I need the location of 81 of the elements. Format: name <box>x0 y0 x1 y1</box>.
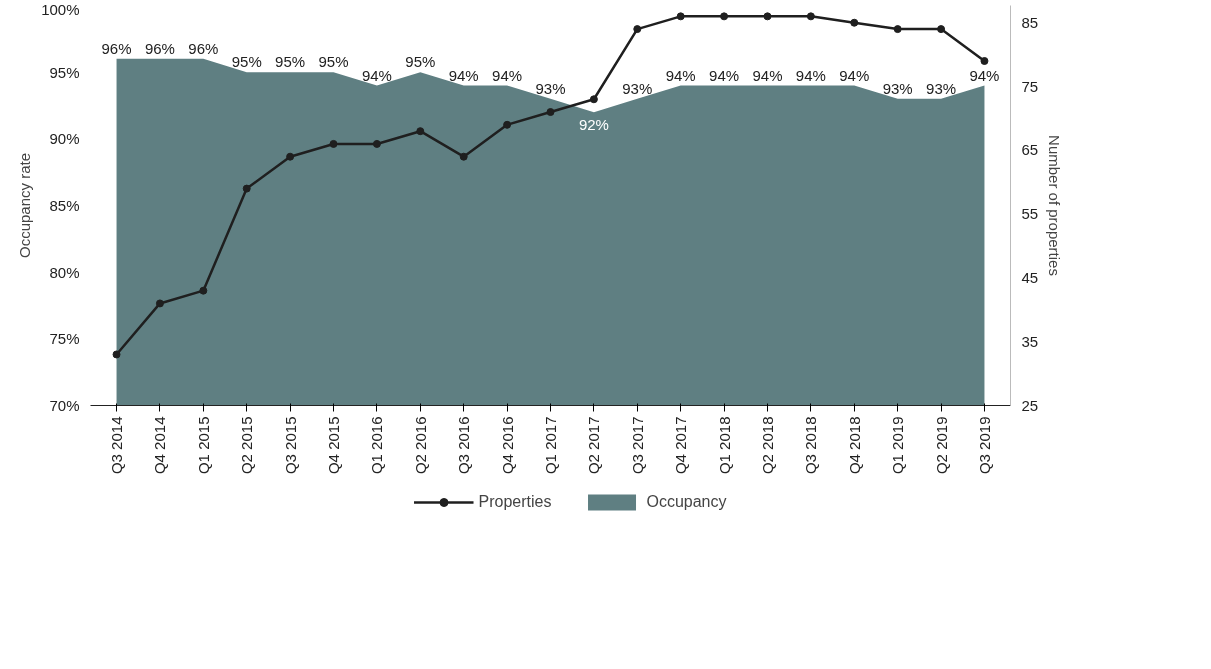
x-tick-label: Q1 2017 <box>542 416 559 475</box>
point <box>676 12 685 21</box>
data-label: 94% <box>665 66 696 84</box>
data-label: 94% <box>448 66 479 84</box>
y2-tick-label: 35 <box>1021 332 1039 350</box>
x-tick-label: Q4 2014 <box>151 416 169 475</box>
y-tick-label: 90% <box>49 130 80 148</box>
point <box>763 12 772 21</box>
x-tick-label: Q4 2018 <box>845 416 863 475</box>
data-label: 95% <box>405 53 436 71</box>
y2-tick-label: 25 <box>1021 396 1039 414</box>
y2-tick-label: 75 <box>1021 77 1039 95</box>
point <box>806 12 815 21</box>
x-tick-label: Q4 2015 <box>325 416 343 475</box>
y-tick-label: 80% <box>49 263 80 281</box>
y-tick-label: 95% <box>49 63 80 81</box>
point <box>416 127 425 136</box>
data-label: 96% <box>101 39 132 57</box>
point <box>633 25 642 34</box>
data-label: 95% <box>231 53 262 71</box>
x-tick-label: Q1 2015 <box>194 416 212 475</box>
x-tick-label: Q1 2016 <box>368 416 386 475</box>
point <box>199 286 208 295</box>
point <box>589 95 598 104</box>
y-axis-title: Occupancy rate <box>16 152 34 259</box>
legend-label: Occupancy <box>646 493 727 511</box>
point <box>329 139 338 148</box>
point <box>112 350 121 359</box>
x-tick-label: Q2 2019 <box>932 416 950 475</box>
y2-tick-label: 65 <box>1021 141 1039 159</box>
x-tick-label: Q3 2019 <box>975 416 993 475</box>
x-tick-label: Q1 2019 <box>889 416 907 475</box>
x-tick-label: Q3 2016 <box>455 416 473 475</box>
x-tick-label: Q2 2018 <box>758 416 776 475</box>
data-label: 94% <box>361 66 392 84</box>
y-tick-label: 75% <box>49 330 80 348</box>
point <box>242 184 251 193</box>
point <box>893 25 902 34</box>
x-tick-label: Q3 2014 <box>108 416 126 475</box>
point <box>937 25 946 34</box>
x-tick-label: Q3 2015 <box>281 416 299 475</box>
point <box>459 152 468 161</box>
data-label: 95% <box>318 53 349 71</box>
point <box>286 152 295 161</box>
data-label: 94% <box>752 66 783 84</box>
x-tick-label: Q2 2017 <box>585 416 603 475</box>
data-label: 94% <box>709 66 740 84</box>
data-label: 95% <box>275 53 306 71</box>
y2-tick-label: 45 <box>1021 268 1039 286</box>
data-label: 94% <box>969 66 1000 84</box>
data-label: 93% <box>535 79 566 97</box>
x-tick-label: Q2 2015 <box>238 416 256 475</box>
y-tick-label: 70% <box>49 397 80 414</box>
x-tick-label: Q3 2017 <box>628 416 646 475</box>
point <box>155 299 164 308</box>
data-label: 93% <box>622 79 653 97</box>
y-tick-label: 100% <box>41 0 80 18</box>
point <box>503 120 512 129</box>
x-tick-label: Q4 2017 <box>672 416 690 475</box>
y2-tick-label: 55 <box>1021 205 1039 223</box>
x-tick-label: Q1 2018 <box>715 416 733 475</box>
y-tick-label: 85% <box>49 197 80 214</box>
x-tick-label: Q3 2018 <box>802 416 820 475</box>
data-label: 93% <box>926 79 957 97</box>
point <box>546 108 555 117</box>
data-label: 96% <box>144 39 175 57</box>
data-label: 92% <box>578 116 609 134</box>
data-label: 93% <box>882 79 913 97</box>
point <box>372 139 381 148</box>
data-label: 94% <box>795 66 826 84</box>
data-label: 96% <box>188 39 219 57</box>
data-label: 94% <box>839 66 870 84</box>
y2-axis-title: Number of properties <box>1046 135 1064 276</box>
y2-tick-label: 85 <box>1021 13 1039 31</box>
point <box>980 57 989 65</box>
point <box>850 18 859 27</box>
x-tick-label: Q4 2016 <box>498 416 516 475</box>
point <box>720 12 729 21</box>
data-label: 94% <box>492 66 523 84</box>
x-tick-label: Q2 2016 <box>411 416 429 475</box>
legend-label: Properties <box>478 493 552 511</box>
